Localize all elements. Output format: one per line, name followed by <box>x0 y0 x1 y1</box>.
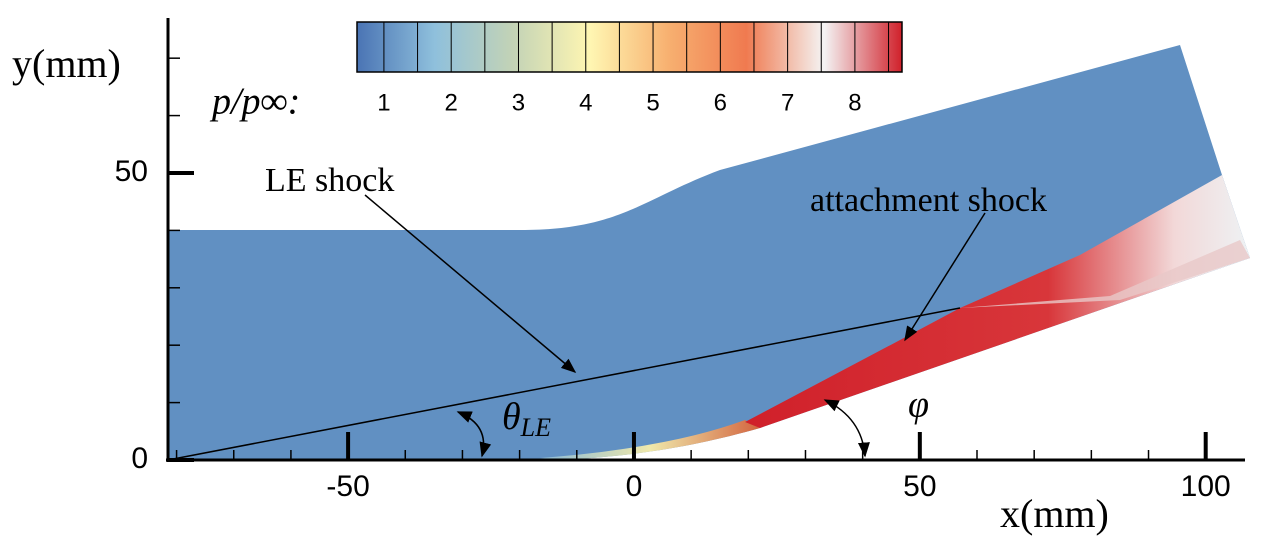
x-tick-label: 50 <box>903 470 936 503</box>
colorbar-tick-label: 1 <box>377 89 390 116</box>
attachment-shock-arrow <box>904 212 986 342</box>
flow-domain <box>168 45 1250 460</box>
annotation: attachment shock <box>810 182 1047 219</box>
colorbar-tick-label: 7 <box>781 89 794 116</box>
x-tick-label: -50 <box>326 470 369 503</box>
colorbar-tick-label: 2 <box>445 89 458 116</box>
le-shock-arrow <box>364 194 577 373</box>
shock-region <box>745 175 1250 428</box>
phi-arc <box>823 399 870 458</box>
y-tick-label: 0 <box>131 442 148 475</box>
colorbar-tick-label: 5 <box>646 89 659 116</box>
angle-subscript: LE <box>520 413 551 442</box>
reflected-shock <box>960 240 1250 308</box>
colorbar-tick-label: 3 <box>512 89 525 116</box>
theta-arc <box>456 411 492 458</box>
angle-symbol: θ <box>502 396 521 438</box>
annotation: LE shock <box>265 162 394 199</box>
x-axis-label: x(mm) <box>1000 491 1109 536</box>
colorbar-label: p/p∞: <box>209 81 300 123</box>
colorbar-tick-label: 6 <box>714 89 727 116</box>
wall-region <box>540 420 760 460</box>
colorbar-tick-label: 8 <box>848 89 861 116</box>
colorbar-tick-label: 4 <box>579 89 592 116</box>
y-tick-label: 50 <box>115 155 148 188</box>
angle-label: φ <box>908 384 929 426</box>
x-tick-label: 100 <box>1181 470 1231 503</box>
le-shock-line <box>167 307 961 461</box>
x-tick-label: 0 <box>626 470 643 503</box>
y-axis-label: y(mm) <box>12 41 121 86</box>
angle-label: θLE <box>502 396 551 442</box>
colorbar <box>356 21 903 73</box>
